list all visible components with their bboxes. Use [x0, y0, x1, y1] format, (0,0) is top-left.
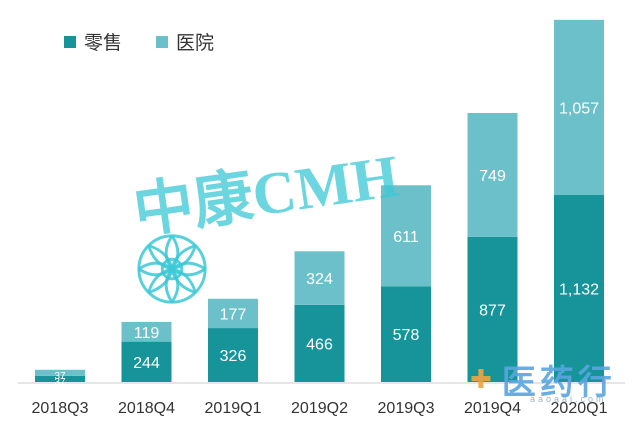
data-label-retail-2019Q3: 578 — [393, 327, 420, 344]
data-label-hospital-2018Q4: 119 — [134, 325, 160, 342]
data-label-hospital-2020Q1: 1,057 — [559, 100, 599, 117]
site-watermark: ✚ 医药行 — [470, 355, 616, 404]
bar-retail-2018Q3 — [35, 375, 85, 382]
data-label-retail-2019Q1: 326 — [220, 348, 247, 365]
legend: 零售 医院 — [64, 28, 214, 55]
x-tick-label-2019Q3: 2019Q3 — [378, 400, 435, 417]
brand-logo-icon — [137, 234, 207, 304]
x-tick-label-2018Q3: 2018Q3 — [32, 400, 89, 417]
legend-swatch-hospital — [156, 35, 169, 48]
bar-hospital-2020Q1 — [554, 19, 604, 195]
data-label-retail-2019Q2: 466 — [306, 336, 333, 353]
legend-swatch-retail — [64, 35, 76, 48]
site-watermark-text: 医药行 — [501, 363, 616, 403]
data-label-hospital-2019Q1: 177 — [220, 306, 247, 323]
data-label-retail-2019Q4: 877 — [479, 302, 506, 319]
bar-hospital-2019Q2 — [294, 251, 345, 305]
x-tick-label-2019Q1: 2019Q1 — [205, 400, 262, 417]
bar-retail-2018Q4 — [121, 341, 172, 382]
site-watermark-icon: ✚ — [470, 364, 496, 395]
bar-retail-2019Q1 — [208, 328, 258, 382]
site-watermark-subtext: aaoaai.com — [530, 394, 607, 404]
bar-retail-2019Q2 — [294, 304, 345, 382]
legend-item-retail: 零售 — [64, 28, 122, 55]
bar-retail-2019Q3 — [381, 286, 431, 382]
x-tick-label-2019Q4: 2019Q4 — [464, 400, 521, 417]
bar-retail-2020Q1 — [554, 194, 604, 382]
bar-hospital-2019Q4 — [467, 112, 518, 237]
data-label-hospital-2019Q2: 324 — [306, 271, 333, 288]
bar-retail-2019Q4 — [467, 236, 518, 382]
data-label-retail-2018Q4: 244 — [133, 355, 160, 372]
x-tick-label-2018Q4: 2018Q4 — [118, 400, 175, 417]
legend-item-hospital: 医院 — [156, 28, 214, 55]
bar-hospital-2018Q4 — [121, 321, 172, 342]
bar-hospital-2019Q1 — [208, 298, 258, 329]
x-tick-label-2019Q2: 2019Q2 — [291, 400, 348, 417]
legend-label-retail: 零售 — [84, 33, 123, 54]
bar-hospital-2019Q3 — [381, 185, 431, 287]
legend-label-hospital: 医院 — [176, 33, 215, 54]
data-label-retail-2018Q3: 37 — [54, 377, 66, 388]
bar-hospital-2018Q3 — [35, 369, 85, 376]
data-label-hospital-2018Q3: 37 — [54, 371, 66, 382]
data-label-hospital-2019Q3: 611 — [393, 229, 419, 246]
data-label-hospital-2019Q4: 749 — [479, 168, 506, 185]
x-tick-label-2020Q1: 2020Q1 — [551, 400, 608, 417]
data-label-retail-2020Q1: 1,132 — [559, 281, 599, 298]
